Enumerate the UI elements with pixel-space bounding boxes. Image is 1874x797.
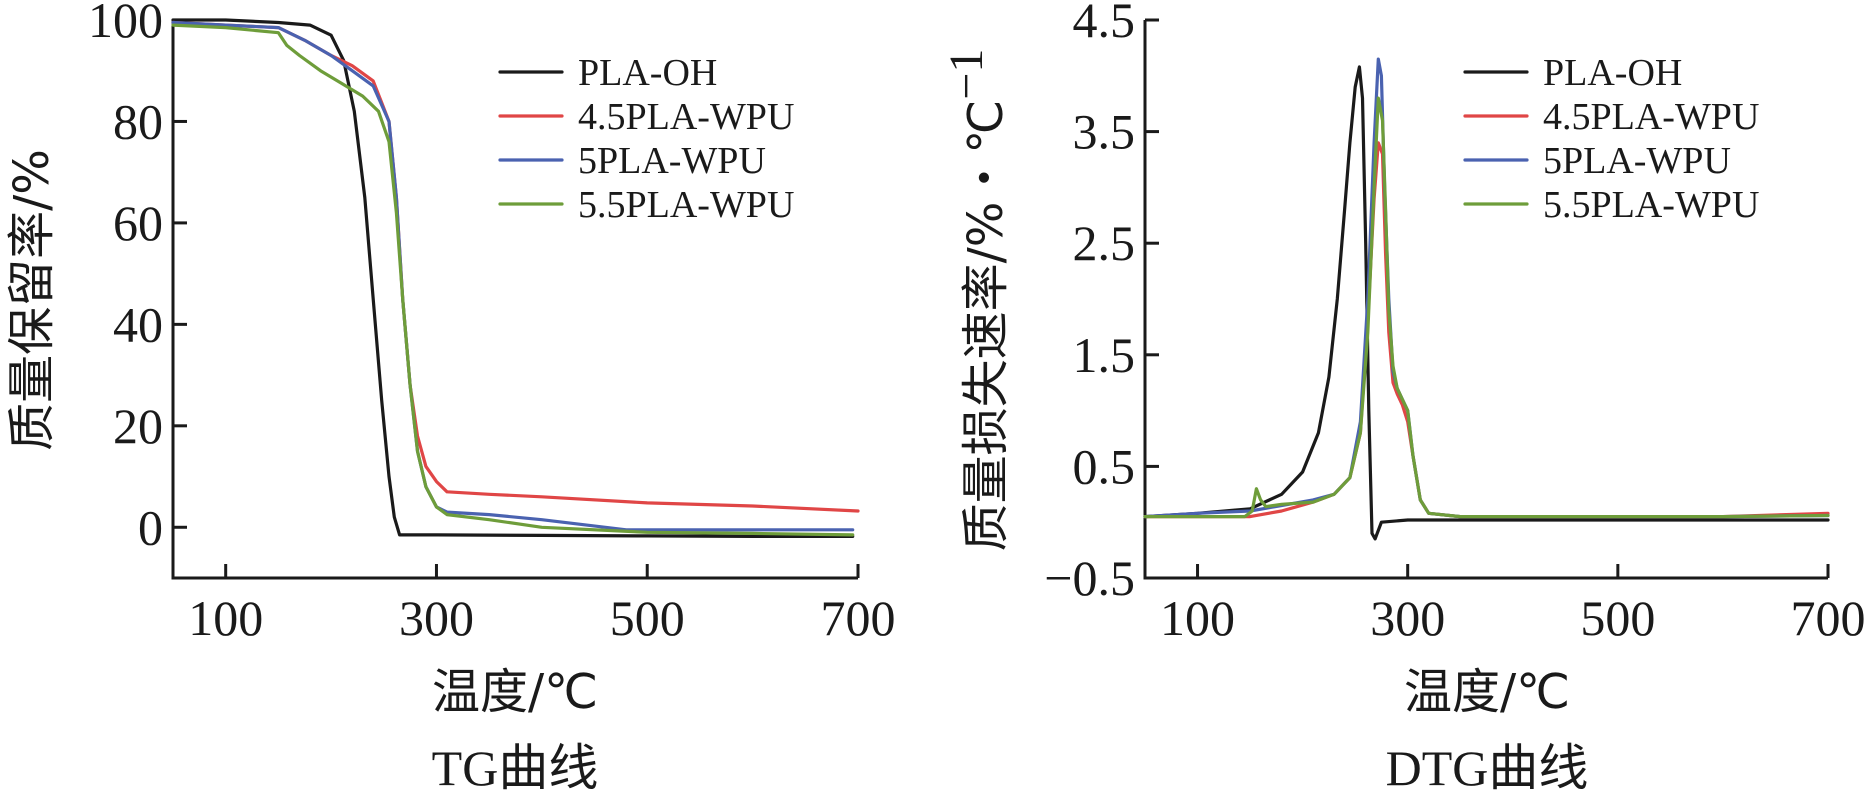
dtg-y-ticks: 4.5 3.5 2.5 1.5 0.5 −0.5 bbox=[1044, 0, 1159, 606]
dtg-y-axis-title-exponent: −1 bbox=[940, 49, 993, 100]
tg-legend-item-5pla-wpu: 5PLA-WPU bbox=[498, 140, 766, 182]
tg-legend-item-pla-oh: PLA-OH bbox=[498, 52, 717, 94]
tg-legend-label-pla-oh: PLA-OH bbox=[578, 52, 717, 94]
tg-y-tick-label: 40 bbox=[113, 296, 163, 352]
dtg-legend-label-5pla-wpu: 5PLA-WPU bbox=[1543, 140, 1731, 182]
dtg-y-axis-title-main: 质量损失速率/%・℃ bbox=[958, 100, 1014, 552]
tg-series-line-5-5pla-wpu bbox=[171, 23, 855, 537]
dtg-legend-item-5pla-wpu: 5PLA-WPU bbox=[1463, 140, 1731, 182]
dtg-legend-label-4-5pla-wpu: 4.5PLA-WPU bbox=[1543, 96, 1759, 138]
tg-y-tick-label: 60 bbox=[113, 195, 163, 251]
tg-legend-item-4-5pla-wpu: 4.5PLA-WPU bbox=[498, 96, 794, 138]
tg-x-tick-label: 500 bbox=[610, 590, 685, 646]
dtg-legend-item-4-5pla-wpu: 4.5PLA-WPU bbox=[1463, 96, 1759, 138]
tg-legend-item-5-5pla-wpu: 5.5PLA-WPU bbox=[498, 184, 794, 226]
dtg-legend-item-pla-oh: PLA-OH bbox=[1463, 52, 1682, 94]
dtg-chart: 100 300 500 700 4.5 3.5 2.5 1.5 0.5 −0.5 质量损失速率/… bbox=[940, 0, 1866, 796]
dtg-x-tick-label: 100 bbox=[1160, 590, 1235, 646]
dtg-legend-item-5-5pla-wpu: 5.5PLA-WPU bbox=[1463, 184, 1759, 226]
tg-x-tick-label: 300 bbox=[399, 590, 474, 646]
tg-y-tick-label: 0 bbox=[138, 499, 163, 555]
dtg-legend: PLA-OH 4.5PLA-WPU 5PLA-WPU 5.5PLA-WPU bbox=[1463, 52, 1759, 226]
tg-legend-label-5pla-wpu: 5PLA-WPU bbox=[578, 140, 766, 182]
tg-legend-label-5-5pla-wpu: 5.5PLA-WPU bbox=[578, 184, 794, 226]
tg-x-ticks: 100 300 500 700 bbox=[188, 564, 896, 646]
dtg-x-axis-title: 温度/℃ bbox=[1404, 664, 1570, 720]
tg-x-tick-label: 100 bbox=[188, 590, 263, 646]
tg-y-ticks: 100 80 60 40 20 0 bbox=[88, 0, 187, 555]
dtg-y-tick-label: 1.5 bbox=[1073, 327, 1136, 383]
tg-y-tick-label: 80 bbox=[113, 93, 163, 149]
dtg-y-tick-label: 3.5 bbox=[1073, 104, 1136, 160]
dtg-legend-label-5-5pla-wpu: 5.5PLA-WPU bbox=[1543, 184, 1759, 226]
tg-legend-label-4-5pla-wpu: 4.5PLA-WPU bbox=[578, 96, 794, 138]
tg-y-tick-label: 100 bbox=[88, 0, 163, 48]
dtg-x-tick-label: 500 bbox=[1580, 590, 1655, 646]
tg-plot-area: 100 300 500 700 100 80 60 40 20 0 bbox=[88, 0, 896, 646]
dtg-x-tick-label: 700 bbox=[1791, 590, 1866, 646]
dtg-plot-area: 100 300 500 700 4.5 3.5 2.5 1.5 0.5 −0.5 bbox=[1044, 0, 1865, 646]
tg-x-tick-label: 700 bbox=[821, 590, 896, 646]
dtg-y-tick-label: −0.5 bbox=[1044, 550, 1135, 606]
dtg-series-lines bbox=[1143, 57, 1830, 541]
tg-axis-frame bbox=[171, 20, 858, 580]
dtg-series-line-pla-oh bbox=[1143, 65, 1830, 541]
tg-x-axis-title: 温度/℃ bbox=[432, 664, 598, 720]
dtg-legend-label-pla-oh: PLA-OH bbox=[1543, 52, 1682, 94]
tg-chart: 100 300 500 700 100 80 60 40 20 0 质量保留率/% 温度/℃ T… bbox=[4, 0, 896, 796]
tg-series-line-pla-oh bbox=[171, 18, 855, 539]
tg-y-tick-label: 20 bbox=[113, 398, 163, 454]
dtg-y-tick-label: 4.5 bbox=[1073, 0, 1136, 48]
tg-caption: TG曲线 bbox=[432, 740, 599, 796]
dtg-caption: DTG曲线 bbox=[1386, 740, 1589, 796]
dtg-x-ticks: 100 300 500 700 bbox=[1160, 564, 1866, 646]
tg-series-lines bbox=[171, 18, 860, 539]
dtg-series-line-5-5pla-wpu bbox=[1143, 96, 1830, 519]
dtg-y-tick-label: 0.5 bbox=[1073, 438, 1136, 494]
tg-legend: PLA-OH 4.5PLA-WPU 5PLA-WPU 5.5PLA-WPU bbox=[498, 52, 794, 226]
dtg-y-tick-label: 2.5 bbox=[1073, 215, 1136, 271]
tg-y-axis-title: 质量保留率/% bbox=[4, 149, 60, 451]
dtg-x-tick-label: 300 bbox=[1370, 590, 1445, 646]
dtg-y-axis-title: 质量损失速率/%・℃−1 bbox=[940, 49, 1014, 552]
